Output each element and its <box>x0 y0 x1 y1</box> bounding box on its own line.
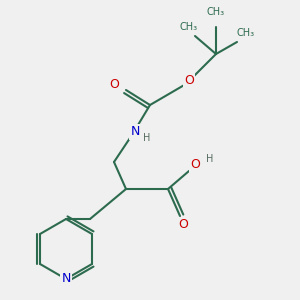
Text: O: O <box>109 77 119 91</box>
Text: O: O <box>178 218 188 232</box>
Text: N: N <box>130 125 140 139</box>
Text: CH₃: CH₃ <box>180 22 198 32</box>
Text: H: H <box>143 133 151 143</box>
Text: N: N <box>61 272 71 286</box>
Text: H: H <box>206 154 214 164</box>
Text: CH₃: CH₃ <box>237 28 255 38</box>
Text: CH₃: CH₃ <box>207 7 225 17</box>
Text: O: O <box>184 74 194 88</box>
Text: O: O <box>190 158 200 172</box>
